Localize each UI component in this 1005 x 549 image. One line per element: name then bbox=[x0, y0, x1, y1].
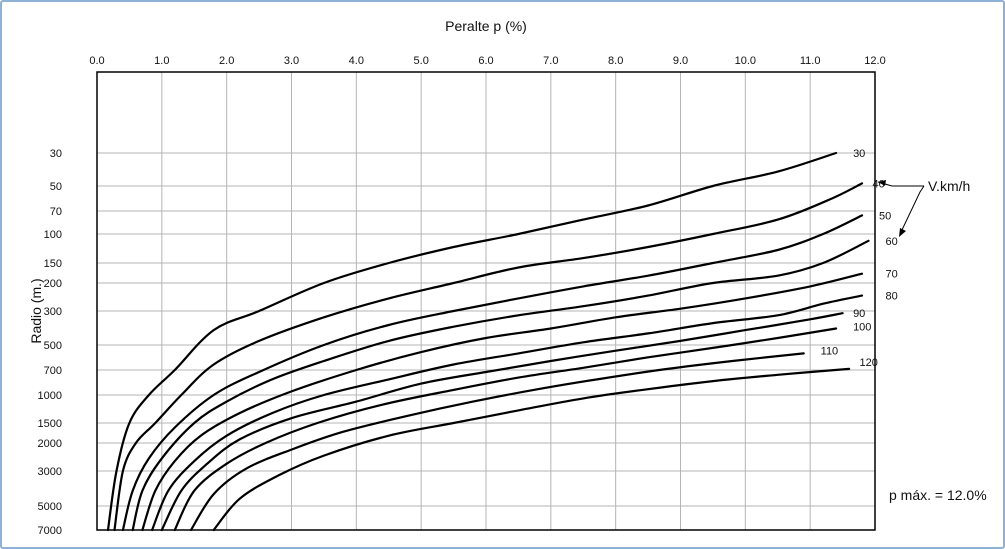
y-tick-label: 700 bbox=[44, 365, 62, 377]
curve-label-v120: 120 bbox=[860, 357, 878, 369]
speed-legend-arrows bbox=[877, 180, 925, 237]
y-tick-label: 50 bbox=[50, 181, 62, 193]
y-tick-label: 3000 bbox=[38, 466, 62, 478]
x-tick-label: 5.0 bbox=[414, 55, 429, 67]
x-tick-label: 8.0 bbox=[608, 55, 623, 67]
y-tick-label: 300 bbox=[44, 306, 62, 318]
y-tick-label: 1500 bbox=[38, 418, 62, 430]
x-tick-label: 7.0 bbox=[543, 55, 558, 67]
y-tick-label: 500 bbox=[44, 340, 62, 352]
curve-v70 bbox=[141, 272, 864, 532]
curve-v60 bbox=[131, 239, 870, 532]
curve-label-v80: 80 bbox=[885, 291, 897, 303]
curve-v90 bbox=[160, 312, 844, 532]
y-tick-label: 100 bbox=[44, 229, 62, 241]
x-tick-label: 1.0 bbox=[154, 55, 169, 67]
x-tick-label: 9.0 bbox=[673, 55, 688, 67]
x-tick-label: 10.0 bbox=[735, 55, 756, 67]
curve-v80 bbox=[151, 294, 864, 532]
y-tick-label: 150 bbox=[44, 258, 62, 270]
y-tick-label: 7000 bbox=[38, 525, 62, 537]
curve-v120 bbox=[212, 367, 851, 532]
speed-legend-label: V.km/h bbox=[928, 178, 970, 194]
y-tick-label: 200 bbox=[44, 278, 62, 290]
x-axis-title: Peralte p (%) bbox=[445, 18, 527, 34]
x-tick-label: 4.0 bbox=[349, 55, 364, 67]
x-tick-label: 11.0 bbox=[800, 55, 821, 67]
curve-v30 bbox=[106, 151, 838, 532]
x-tick-label: 2.0 bbox=[219, 55, 234, 67]
arrowhead-icon bbox=[899, 228, 906, 237]
y-axis-title: Radio (m.) bbox=[28, 278, 44, 343]
curve-label-v110: 110 bbox=[821, 346, 839, 358]
plot-area-border bbox=[96, 71, 876, 531]
curve-label-v90: 90 bbox=[853, 308, 865, 320]
y-tick-label: 5000 bbox=[38, 501, 62, 513]
y-tick-label: 30 bbox=[50, 148, 62, 160]
curve-label-v30: 30 bbox=[853, 148, 865, 160]
y-tick-label: 70 bbox=[50, 206, 62, 218]
y-tick-label: 2000 bbox=[38, 438, 62, 450]
legend-arrow-to-60 bbox=[900, 185, 925, 233]
grid-lines bbox=[97, 72, 875, 530]
curve-v50 bbox=[121, 214, 864, 532]
curve-label-v50: 50 bbox=[879, 210, 891, 222]
y-tick-label: 1000 bbox=[38, 390, 62, 402]
x-tick-label: 6.0 bbox=[478, 55, 493, 67]
y-tick-labels: 30 50 70 100 150 200 300 500 700 1000 1500 2000 3000… bbox=[38, 148, 62, 537]
x-tick-label: 0.0 bbox=[89, 55, 104, 67]
x-tick-label: 3.0 bbox=[284, 55, 299, 67]
curve-v100 bbox=[173, 327, 838, 532]
curve-label-v100: 100 bbox=[853, 322, 871, 334]
x-tick-label: 12.0 bbox=[864, 55, 885, 67]
curve-v40 bbox=[113, 182, 864, 532]
curve-v110 bbox=[189, 352, 805, 532]
arrowhead-icon bbox=[878, 180, 886, 186]
p-max-annotation: p máx. = 12.0% bbox=[889, 487, 987, 503]
curve-label-v60: 60 bbox=[885, 236, 897, 248]
x-tick-labels: 0.0 1.0 2.0 3.0 4.0 5.0 6.0 7.0 8.0 9.0 10.0 11.0 12… bbox=[89, 55, 885, 67]
curve-label-v70: 70 bbox=[885, 269, 897, 281]
